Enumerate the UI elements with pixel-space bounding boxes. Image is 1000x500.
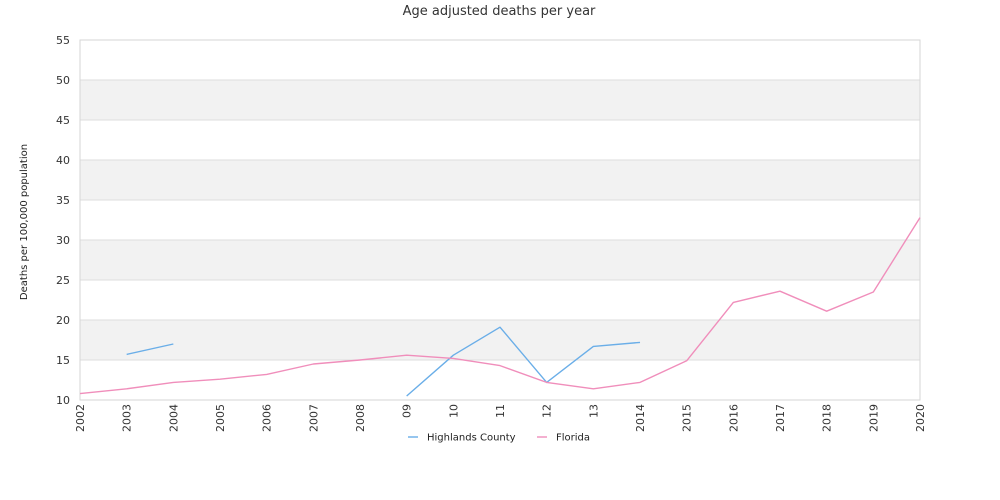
grid-band	[80, 320, 920, 360]
plot-bands	[80, 80, 920, 360]
x-tick-label: 2005	[214, 404, 227, 432]
plot-border	[79, 39, 921, 401]
x-tick-label: 2015	[681, 404, 694, 432]
y-tick-label: 15	[56, 354, 70, 367]
series-line-segment	[126, 343, 174, 356]
legend-label: Florida	[556, 433, 590, 444]
x-tick-label: 2007	[307, 404, 320, 432]
x-tick-label: 2002	[74, 404, 87, 432]
x-tick-label: 2003	[121, 404, 134, 432]
y-tick-label: 20	[56, 314, 70, 327]
legend: Highlands County Florida	[408, 433, 590, 444]
x-tick-label: 2004	[167, 404, 180, 432]
y-tick-label: 45	[56, 114, 70, 127]
x-tick-label: 2019	[867, 404, 880, 432]
y-axis-title: Deaths per 100,000 population	[19, 144, 30, 300]
x-tick-label: 13	[587, 404, 600, 418]
y-tick-label: 55	[56, 34, 70, 47]
series-florida	[79, 217, 921, 395]
x-tick-label: 2014	[634, 404, 647, 432]
grid-band	[80, 80, 920, 120]
x-tick-label: 10	[447, 404, 460, 418]
y-tick-label: 50	[56, 74, 70, 87]
x-tick-label: 2016	[727, 404, 740, 432]
y-tick-label: 10	[56, 394, 70, 407]
x-tick-label: 12	[541, 404, 554, 418]
grid-band	[80, 160, 920, 200]
y-tick-label: 35	[56, 194, 70, 207]
grid-band	[80, 240, 920, 280]
y-axis: 10 15 20 25 30 35 40 45 50 55	[56, 34, 70, 407]
x-tick-label: 2020	[914, 404, 927, 432]
x-tick-label: 2008	[354, 404, 367, 432]
x-tick-label: 2018	[821, 404, 834, 432]
legend-label: Highlands County	[427, 433, 516, 444]
y-tick-label: 40	[56, 154, 70, 167]
x-tick-label: 11	[494, 404, 507, 418]
series-line-segment	[406, 326, 641, 397]
y-tick-label: 30	[56, 234, 70, 247]
x-tick-label: 2017	[774, 404, 787, 432]
x-tick-label: 09	[401, 404, 414, 418]
x-axis: 2002 2003 2004 2005 2006 2007 2008 09 10 11 12 13 20…	[74, 404, 927, 432]
y-tick-label: 25	[56, 274, 70, 287]
chart-title: Age adjusted deaths per year	[403, 4, 596, 19]
series-lines	[79, 217, 921, 397]
x-tick-label: 2006	[261, 404, 274, 432]
